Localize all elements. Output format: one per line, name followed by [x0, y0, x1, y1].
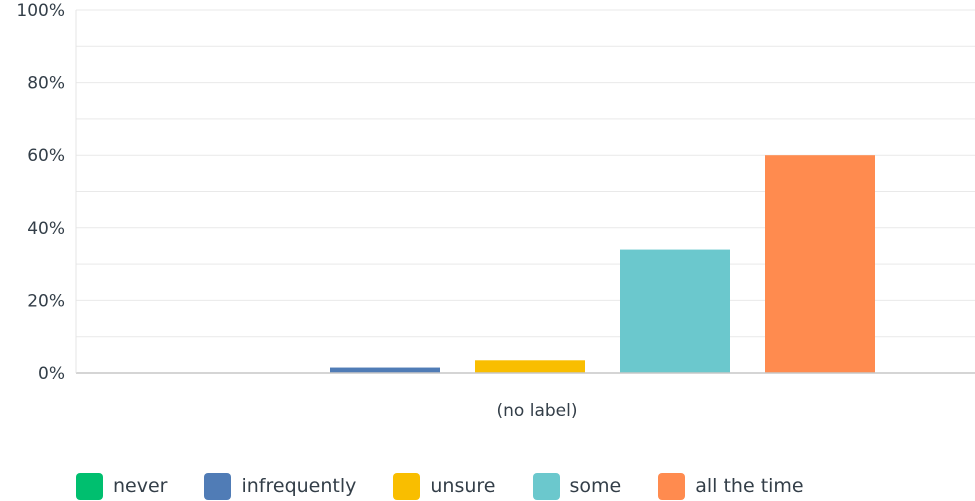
legend-swatch: [532, 472, 560, 500]
bar-all-the-time: [765, 155, 875, 373]
legend-item: all the time: [658, 472, 804, 500]
bar-unsure: [475, 360, 585, 373]
y-tick-label: 20%: [27, 291, 65, 311]
x-category-label: (no label): [497, 401, 578, 421]
legend-swatch: [658, 472, 686, 500]
legend-item: never: [76, 472, 168, 500]
bar-some: [620, 249, 730, 373]
bar-chart: 0% 20% 40% 60% 80% 100% (no label): [16, 1, 975, 421]
legend-swatch: [76, 472, 103, 500]
gridlines: [76, 9, 975, 338]
legend: never infrequently unsure some all the time: [76, 471, 841, 501]
legend-item: some: [532, 472, 622, 500]
y-tick-label: 60%: [27, 146, 65, 166]
legend-label: infrequently: [241, 475, 357, 497]
legend-label: unsure: [430, 475, 496, 497]
y-tick-label: 80%: [27, 74, 65, 94]
legend-swatch: [393, 472, 421, 500]
y-axis-ticks: 0% 20% 40% 60% 80% 100%: [16, 1, 65, 384]
y-tick-label: 100%: [16, 1, 65, 21]
legend-label: some: [569, 475, 622, 497]
legend-item: infrequently: [204, 472, 357, 500]
y-tick-label: 40%: [27, 219, 65, 239]
legend-item: unsure: [393, 472, 496, 500]
bar-infrequently: [330, 367, 440, 373]
legend-label: never: [113, 475, 168, 497]
legend-swatch: [204, 472, 232, 500]
bars: [330, 155, 875, 373]
y-tick-label: 0%: [38, 364, 65, 384]
legend-label: all the time: [695, 475, 804, 497]
